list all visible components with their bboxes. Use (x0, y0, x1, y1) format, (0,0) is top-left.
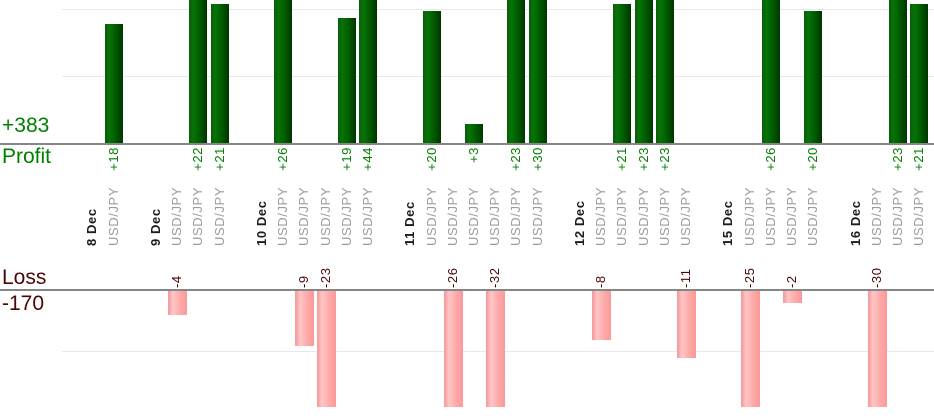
loss-bar (443, 291, 463, 407)
profit-bar (104, 24, 123, 144)
profit-gridline (62, 9, 934, 10)
instrument-label: USD/JPY (635, 186, 651, 246)
instrument-label: USD/JPY (593, 186, 609, 246)
instrument-label: USD/JPY (466, 186, 481, 246)
trade-profit-value-label: +21 (911, 147, 927, 171)
trade-profit-value-label: +26 (762, 147, 778, 171)
instrument-label: USD/JPY (508, 186, 524, 246)
instrument-label: USD/JPY (762, 186, 778, 246)
profit-bar (189, 0, 208, 144)
loss-axis-label: Loss (2, 266, 47, 289)
instrument-label: USD/JPY (360, 186, 375, 246)
loss-bar (168, 291, 188, 316)
instrument-label: USD/JPY (105, 186, 121, 246)
trade-profit-value-label: +23 (890, 147, 905, 171)
loss-total-value: -170 (2, 292, 45, 315)
trade-profit-value-label: +18 (105, 147, 121, 171)
profit-bar (804, 11, 823, 144)
date-label: 11 Dec (402, 201, 418, 246)
instrument-label: USD/JPY (338, 186, 354, 246)
loss-bar (783, 291, 802, 304)
date-label: 15 Dec (720, 200, 736, 246)
instrument-label: USD/JPY (211, 186, 227, 246)
instrument-label: USD/JPY (296, 186, 312, 246)
instrument-label: USD/JPY (529, 186, 545, 246)
trade-loss-value-label: -2 (784, 275, 799, 288)
trade-profit-value-label: +23 (635, 147, 651, 171)
instrument-label: USD/JPY (784, 186, 799, 246)
trade-loss-value-label: -4 (169, 275, 185, 288)
profit-gridline (62, 76, 934, 77)
loss-bar (867, 291, 887, 407)
date-label: 8 Dec (84, 208, 100, 246)
loss-bar (677, 291, 696, 359)
trade-profit-value-label: +20 (423, 147, 439, 171)
loss-bar (740, 291, 760, 407)
instrument-label: USD/JPY (890, 186, 905, 246)
trade-profit-value-label: +21 (614, 147, 630, 171)
instrument-label: USD/JPY (805, 186, 821, 246)
trade-profit-value-label: +30 (529, 147, 545, 171)
trade-loss-value-label: -26 (444, 267, 460, 288)
instrument-label: USD/JPY (614, 186, 630, 246)
loss-bar (295, 291, 315, 346)
profit-bar (655, 0, 674, 144)
trade-profit-value-label: +23 (656, 147, 672, 171)
trade-loss-value-label: -11 (678, 268, 693, 288)
instrument-label: USD/JPY (275, 186, 291, 246)
trade-profit-value-label: +19 (338, 147, 354, 171)
profit-bar (507, 0, 526, 144)
instrument-label: USD/JPY (169, 186, 185, 246)
profit-bar (528, 0, 547, 144)
instrument-label: USD/JPY (487, 186, 503, 246)
instrument-label: USD/JPY (317, 186, 333, 246)
profit-bar (274, 0, 293, 144)
date-label: 10 Dec (254, 200, 269, 246)
profit-bar (422, 11, 441, 144)
profit-bar (634, 0, 653, 144)
trade-loss-value-label: -23 (317, 267, 333, 288)
trade-loss-value-label: -32 (487, 267, 503, 288)
instrument-label: USD/JPY (656, 186, 672, 246)
trade-profit-value-label: +26 (275, 147, 291, 171)
date-label: 12 Dec (572, 200, 587, 246)
profit-bar (465, 124, 483, 144)
trade-loss-value-label: -30 (868, 267, 884, 288)
profit-bar (337, 17, 356, 144)
trade-loss-value-label: -25 (741, 267, 757, 288)
profit-zero-line (0, 143, 934, 145)
loss-zero-line (0, 289, 934, 291)
trade-profit-value-label: +21 (211, 147, 227, 171)
trade-loss-value-label: -8 (593, 275, 609, 288)
profit-axis-label: Profit (2, 145, 52, 168)
profit-bar (910, 4, 929, 144)
trade-profit-value-label: +44 (360, 147, 375, 171)
profit-bar (889, 0, 907, 144)
trade-profit-value-label: +20 (805, 147, 821, 171)
instrument-label: USD/JPY (911, 186, 927, 246)
profit-bar (613, 4, 632, 144)
loss-bar (592, 291, 612, 340)
instrument-label: USD/JPY (868, 186, 884, 246)
instrument-label: USD/JPY (190, 186, 206, 246)
instrument-label: USD/JPY (741, 186, 757, 246)
loss-bar (316, 291, 336, 407)
instrument-label: USD/JPY (678, 186, 693, 246)
loss-bar (486, 291, 506, 407)
trade-profit-value-label: +23 (508, 147, 524, 171)
profit-bar (210, 4, 229, 144)
trade-profit-value-label: +22 (190, 147, 206, 171)
date-label: 16 Dec (847, 200, 863, 246)
profit-total-value: +383 (2, 114, 50, 137)
profit-bar (761, 0, 780, 144)
instrument-label: USD/JPY (423, 186, 439, 246)
profit-bar (359, 0, 377, 144)
trade-profit-value-label: +3 (466, 147, 481, 164)
trade-loss-value-label: -9 (296, 275, 312, 288)
instrument-label: USD/JPY (444, 186, 460, 246)
date-label: 9 Dec (148, 208, 163, 246)
